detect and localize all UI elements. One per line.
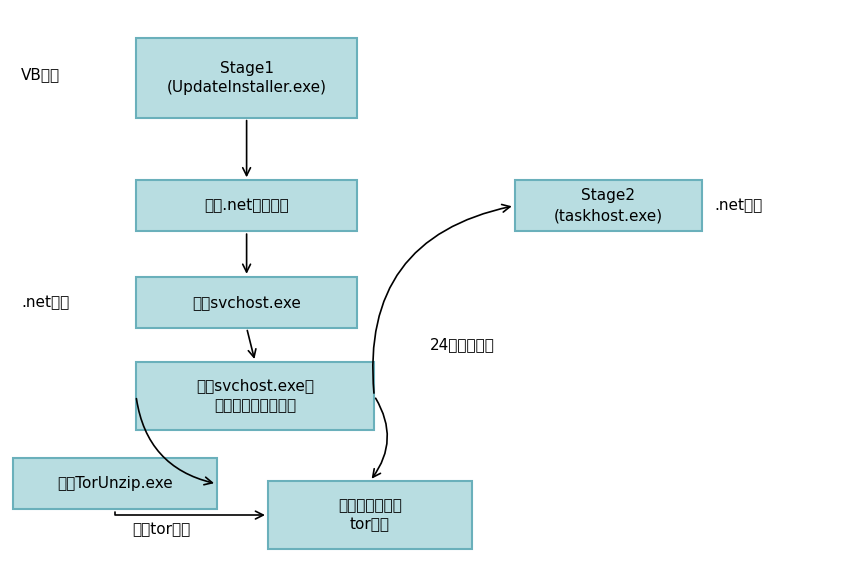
FancyBboxPatch shape [13,458,216,509]
Text: 释放svchost.exe: 释放svchost.exe [192,295,301,310]
Text: 下载.net运行环境: 下载.net运行环境 [204,198,289,213]
Text: Stage2
(taskhost.exe): Stage2 (taskhost.exe) [553,188,662,223]
FancyBboxPatch shape [136,180,357,231]
Text: 设置svchost.exe为
计划任务，长期驻留: 设置svchost.exe为 计划任务，长期驻留 [196,378,314,413]
Text: 解压tor组件: 解压tor组件 [132,522,191,537]
Text: .net程序: .net程序 [715,198,763,213]
Text: Stage1
(UpdateInstaller.exe): Stage1 (UpdateInstaller.exe) [167,60,326,96]
Text: 下载访问暗网的
tor组件: 下载访问暗网的 tor组件 [338,498,402,532]
FancyBboxPatch shape [268,481,472,549]
FancyBboxPatch shape [136,362,375,430]
Text: 24小时后下载: 24小时后下载 [430,338,495,353]
FancyBboxPatch shape [136,38,357,118]
FancyBboxPatch shape [136,276,357,328]
Text: 释放TorUnzip.exe: 释放TorUnzip.exe [57,476,173,491]
Text: .net程序: .net程序 [21,295,70,310]
FancyBboxPatch shape [515,180,702,231]
Text: VB程序: VB程序 [21,67,60,82]
